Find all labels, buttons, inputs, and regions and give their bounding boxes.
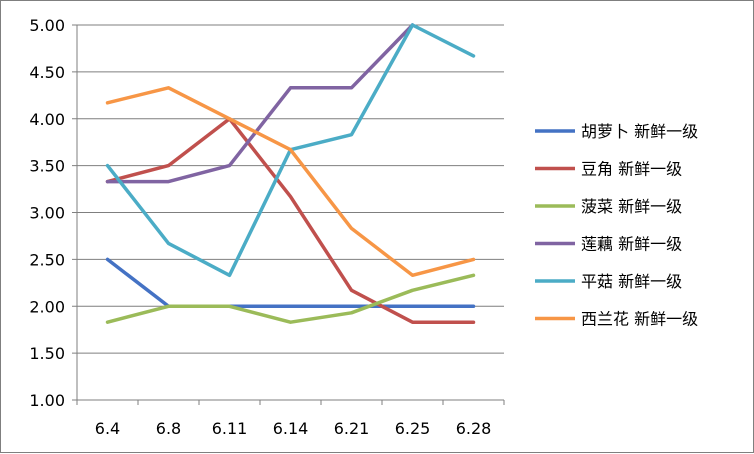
- legend-label: 豆角 新鲜一级: [581, 160, 682, 179]
- x-tick-label: 6.4: [95, 419, 120, 438]
- y-tick-label: 4.50: [29, 63, 65, 82]
- x-tick-label: 6.14: [273, 419, 309, 438]
- y-tick-label: 3.00: [29, 204, 65, 223]
- legend-label: 胡萝卜 新鲜一级: [581, 122, 698, 141]
- series-line-1: [105, 257, 476, 309]
- y-tick-label: 4.00: [29, 110, 65, 129]
- series-line-6: [105, 86, 476, 278]
- x-tick-label: 6.25: [395, 419, 431, 438]
- y-tick-label: 5.00: [29, 16, 65, 35]
- series-line-3: [105, 273, 476, 324]
- x-tick-label: 6.28: [456, 419, 492, 438]
- y-tick-label: 2.50: [29, 250, 65, 269]
- legend-label: 西兰花 新鲜一级: [581, 310, 698, 329]
- legend-label: 菠菜 新鲜一级: [581, 197, 682, 216]
- y-tick-label: 1.50: [29, 344, 65, 363]
- y-tick-label: 1.00: [29, 391, 65, 410]
- x-tick-label: 6.21: [334, 419, 370, 438]
- x-tick-label: 6.11: [212, 419, 248, 438]
- legend-label: 莲藕 新鲜一级: [581, 235, 682, 254]
- x-tick-label: 6.8: [156, 419, 181, 438]
- series-line-4: [105, 23, 415, 184]
- y-tick-label: 2.00: [29, 297, 65, 316]
- series-line-2: [105, 117, 476, 324]
- legend-label: 平菇 新鲜一级: [581, 272, 682, 291]
- y-tick-label: 3.50: [29, 157, 65, 176]
